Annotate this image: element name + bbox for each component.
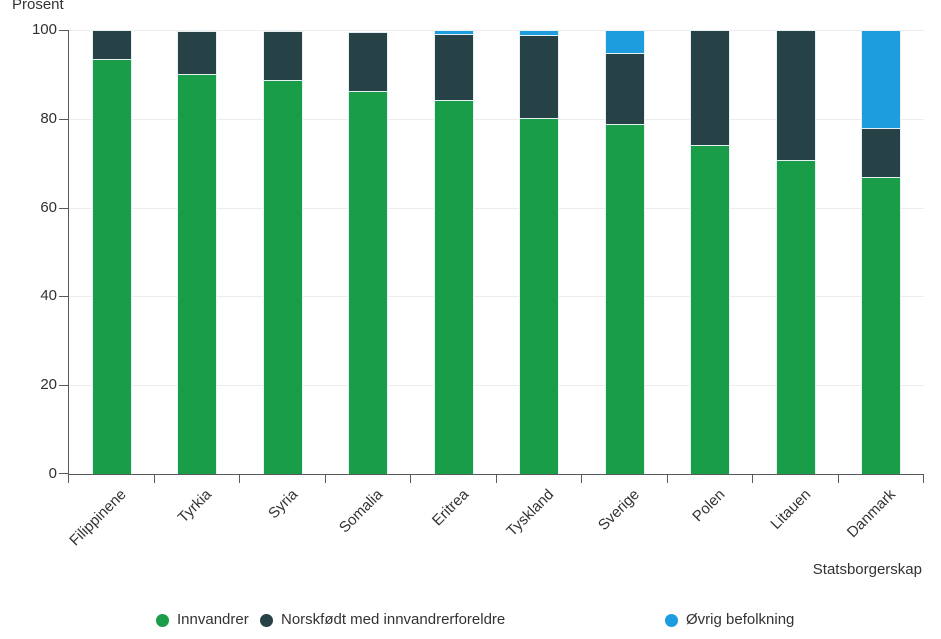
band-polen: [668, 30, 754, 474]
x-axis-title: Statsborgerskap: [812, 561, 922, 578]
band-litauen: [753, 30, 839, 474]
y-tick-20: [59, 385, 68, 387]
x-tick-10: [923, 475, 924, 483]
segment-somalia-innvandrer[interactable]: [348, 90, 389, 474]
y-tick-label-80: 80: [40, 109, 57, 127]
legend-label-innvandrer: Innvandrer: [177, 611, 249, 628]
bar-somalia: [348, 31, 389, 474]
segment-filippinene-norskf-dt-med-innvandrerforeldre[interactable]: [91, 30, 132, 59]
x-label-tyrkia: Tyrkia: [174, 486, 216, 527]
legend: Innvandrer Norskfødt med innvandrerforel…: [0, 609, 941, 631]
x-label-danmark: Danmark: [844, 486, 900, 542]
legend-marker-innvandrer-icon: [156, 613, 169, 627]
gridline-y-80: [69, 118, 924, 120]
band-sverige: [582, 30, 668, 474]
x-tick-2: [239, 475, 240, 483]
legend-item-innvandrer[interactable]: Innvandrer: [156, 609, 249, 631]
x-tick-4: [410, 475, 411, 483]
segment-eritrea-norskf-dt-med-innvandrerforeldre[interactable]: [433, 33, 474, 100]
segment-tyskland-innvandrer[interactable]: [519, 118, 560, 474]
band-somalia: [326, 30, 412, 474]
segment-eritrea-innvandrer[interactable]: [433, 99, 474, 474]
x-tick-0: [68, 475, 69, 483]
gridline-y-60: [69, 207, 924, 209]
x-label-somalia: Somalia: [335, 486, 387, 537]
bar-polen: [690, 30, 731, 474]
segment-tyrkia-norskf-dt-med-innvandrerforeldre[interactable]: [177, 30, 218, 74]
x-tick-5: [495, 475, 497, 483]
segment-syria-innvandrer[interactable]: [262, 80, 303, 474]
plot-area: 0 20 40 60 80 100 Filippinene Tyrkia Syria Somali…: [32, 22, 924, 549]
y-tick-label-40: 40: [40, 287, 57, 305]
x-label-polen: Polen: [689, 486, 729, 526]
segment-tyskland--vrig-befolkning[interactable]: [519, 30, 560, 36]
x-label-filippinene: Filippinene: [66, 486, 130, 550]
legend-label-ovrig: Øvrig befolkning: [686, 611, 795, 628]
x-tick-8: [752, 475, 753, 483]
x-tick-1: [153, 475, 155, 483]
segment-danmark-norskf-dt-med-innvandrerforeldre[interactable]: [861, 127, 902, 178]
bar-tyrkia: [177, 30, 218, 474]
bar-filippinene: [91, 30, 132, 474]
x-label-syria: Syria: [264, 486, 301, 523]
y-tick-label-100: 100: [31, 21, 57, 38]
band-tyrkia: [155, 30, 241, 474]
x-tick-7: [666, 475, 668, 483]
segment-eritrea--vrig-befolkning[interactable]: [433, 30, 474, 34]
legend-marker-ovrig-icon: [665, 613, 678, 627]
band-tyskland: [497, 30, 583, 474]
y-tick-80: [59, 118, 68, 120]
legend-item-norskfodt[interactable]: Norskfødt med innvandrerforeldre: [260, 609, 505, 631]
segment-danmark-innvandrer[interactable]: [861, 177, 902, 474]
x-tick-6: [581, 475, 582, 483]
y-tick-100: [59, 30, 68, 31]
segment-danmark--vrig-befolkning[interactable]: [861, 30, 902, 128]
y-tick-0: [59, 473, 68, 474]
segment-somalia-norskf-dt-med-innvandrerforeldre[interactable]: [348, 31, 389, 91]
band-eritrea: [411, 30, 497, 474]
x-label-sverige: Sverige: [594, 486, 643, 534]
x-label-eritrea: Eritrea: [428, 486, 472, 530]
bar-sverige: [604, 30, 645, 474]
segment-sverige-innvandrer[interactable]: [604, 123, 645, 474]
bar-litauen: [775, 30, 816, 474]
band-filippinene: [69, 30, 155, 474]
x-tick-9: [837, 475, 839, 483]
y-tick-label-0: 0: [48, 465, 57, 482]
segment-polen-norskf-dt-med-innvandrerforeldre[interactable]: [690, 30, 731, 145]
bar-danmark: [861, 30, 902, 474]
x-label-tyskland: Tyskland: [503, 486, 558, 540]
bars-layer: [69, 30, 924, 474]
x-label-litauen: Litauen: [766, 486, 814, 533]
band-syria: [240, 30, 326, 474]
segment-litauen-norskf-dt-med-innvandrerforeldre[interactable]: [775, 30, 816, 160]
band-danmark: [839, 30, 925, 474]
segment-sverige--vrig-befolkning[interactable]: [604, 30, 645, 54]
segment-tyskland-norskf-dt-med-innvandrerforeldre[interactable]: [519, 35, 560, 119]
bar-eritrea: [433, 30, 474, 474]
y-tick-label-60: 60: [40, 198, 57, 216]
y-tick-label-20: 20: [40, 376, 57, 394]
legend-label-norskfodt: Norskfødt med innvandrerforeldre: [281, 611, 506, 628]
bar-syria: [262, 31, 303, 474]
segment-polen-innvandrer[interactable]: [690, 145, 731, 474]
y-tick-60: [59, 207, 68, 209]
gridline-y-20: [69, 385, 924, 387]
gridline-y-40: [69, 296, 924, 298]
legend-marker-norskfodt-icon: [260, 613, 273, 627]
segment-tyrkia-innvandrer[interactable]: [177, 73, 218, 474]
segment-syria-norskf-dt-med-innvandrerforeldre[interactable]: [262, 31, 303, 81]
segment-filippinene-innvandrer[interactable]: [91, 58, 132, 474]
segment-sverige-norskf-dt-med-innvandrerforeldre[interactable]: [604, 53, 645, 124]
gridline-y-100: [69, 30, 924, 31]
x-tick-3: [324, 475, 326, 483]
segment-litauen-innvandrer[interactable]: [775, 159, 816, 474]
legend-item-ovrig[interactable]: Øvrig befolkning: [665, 609, 794, 631]
y-axis-title: Prosent: [12, 0, 64, 13]
y-tick-40: [59, 296, 68, 298]
bar-tyskland: [519, 30, 560, 474]
